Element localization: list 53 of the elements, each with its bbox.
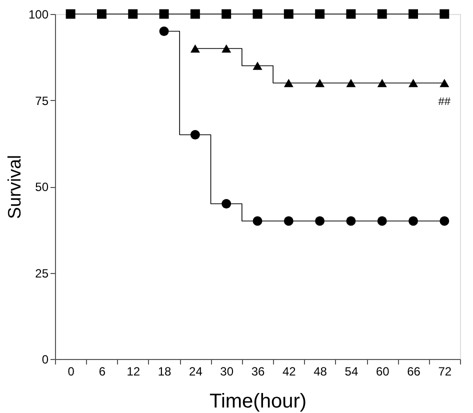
point [346,216,356,226]
point [128,9,138,19]
y-tick-label: 100 [28,8,49,22]
annotation: ## [438,96,452,108]
point [440,9,450,19]
point [284,9,294,19]
point [315,78,325,88]
point [377,216,387,226]
point [315,9,325,19]
point [408,9,418,19]
point [408,78,418,88]
point [408,216,418,226]
x-tick-label: 36 [251,364,265,378]
x-tick-label: 24 [189,364,203,378]
point [346,9,356,19]
point [159,9,169,19]
point [222,9,232,19]
point [222,199,232,208]
x-tick-label: 48 [314,364,328,378]
point [315,216,325,226]
x-tick-label: 66 [407,364,421,378]
point [284,78,294,88]
y-tick-label: 25 [35,266,49,280]
point [96,9,106,19]
x-tick-label: 72 [438,364,452,378]
x-axis-title: Time(hour) [209,390,307,412]
point [190,44,200,53]
point [252,216,262,226]
point [440,78,450,88]
x-tick-label: 0 [68,364,75,378]
y-tick-label: 75 [35,94,49,108]
x-tick-label: 60 [376,364,390,378]
x-tick-label: 54 [344,364,358,378]
point [252,62,262,70]
point [190,130,200,140]
x-tick-label: 12 [126,364,140,378]
point [440,216,450,226]
point [66,9,76,19]
x-tick-label: 6 [98,364,106,378]
point [252,9,262,19]
point [159,26,169,36]
y-tick-label: 0 [42,352,49,366]
point [190,9,200,19]
y-tick-label: 50 [35,180,49,194]
point [377,78,387,88]
point [377,9,387,19]
x-tick-label: 18 [158,364,172,378]
point [346,78,356,88]
y-axis-title: Survival [4,154,24,220]
point [222,44,232,53]
x-tick-label: 42 [282,364,296,378]
x-tick-label: 30 [220,364,234,378]
point [284,216,294,226]
